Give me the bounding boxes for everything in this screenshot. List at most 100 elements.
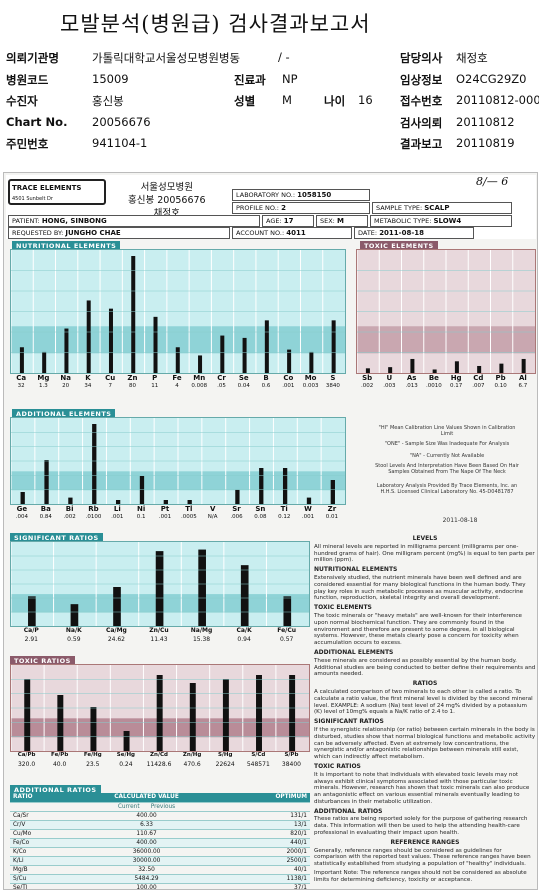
label-W: W: [304, 505, 312, 513]
value-Cd: .007: [472, 383, 485, 389]
value-Ni: 0.1: [136, 514, 146, 520]
value-Na/K: 0.59: [67, 636, 81, 643]
metabolic-value: SLOW4: [433, 217, 462, 225]
additional-values: .004 0.84 .002 .0100 .001 0.1 .001 .0005 N/A .006…: [10, 514, 346, 520]
cell-calculated: 110.67: [67, 829, 226, 839]
label-Pb: Pb: [495, 374, 506, 382]
bar-Zn: [131, 256, 136, 373]
value-Zn/Cu: 11.43: [150, 636, 168, 643]
value-hospital-code: 15009: [92, 71, 129, 86]
cell-optimum: 131/1: [225, 811, 310, 821]
profile-field: PROFILE NO.: 2: [232, 202, 370, 214]
trace-elements-logo: TRACE ELEMENTS 4501 Sunbelt Dr: [8, 179, 106, 205]
bar-S/Cd: [256, 675, 262, 751]
age-field: AGE: 17: [262, 215, 314, 227]
label-Na/Mg: Na/Mg: [190, 627, 213, 634]
p-important: Important Note: The reference ranges sho…: [314, 870, 527, 883]
h-toxic-ratios: TOXIC RATIOS: [314, 762, 361, 770]
value-Fe: 4: [175, 383, 179, 389]
label-Ge: Ge: [16, 505, 28, 513]
scanned-lab-report: TRACE ELEMENTS 4501 Sunbelt Dr 서울성모병원 홍신…: [3, 172, 538, 890]
label-Sn: Sn: [255, 505, 266, 513]
label-Se/Hg: Se/Hg: [116, 752, 135, 758]
bar-S: [331, 320, 336, 373]
cell-ratio: Ca/Sr: [10, 811, 68, 821]
label-request-date: 검사의뢰: [400, 115, 443, 130]
value-Ti: 0.12: [278, 514, 291, 520]
additional-symbols: Ge Ba Bi Rb Li Ni Pt Tl V Sr Sn Ti W Zr: [10, 505, 346, 513]
p-ratios: A calculated comparison of two minerals …: [314, 688, 533, 716]
requested-value: JUNGHO CHAE: [65, 229, 121, 237]
col-optimum: OPTIMUM: [225, 793, 310, 803]
cell-optimum: 2500/1: [225, 856, 310, 866]
label-Ca/Mg: Ca/Mg: [105, 627, 127, 634]
bar-B: [264, 320, 269, 373]
bar-Al: [521, 358, 526, 373]
label-P: P: [152, 374, 158, 382]
toxic-section-title: TOXIC ELEMENTS: [360, 241, 438, 251]
value-ward: / -: [278, 50, 290, 64]
value-Cu: 7: [108, 383, 112, 389]
explanation-panel: LEVELS All mineral levels are reported i…: [314, 533, 536, 886]
cell-calculated: 36000.00: [67, 847, 226, 857]
col-ratio: RATIO: [10, 793, 68, 803]
sig-ratios-section-title: SIGNIFICANT RATIOS: [10, 533, 103, 543]
value-P: 11: [151, 383, 159, 389]
bar-W: [306, 497, 312, 504]
label-Ba: Ba: [40, 505, 51, 513]
value-Na/Mg: 15.38: [192, 636, 211, 643]
requested-field: REQUESTED BY: JUNGHO CHAE: [8, 227, 230, 239]
value-Na: 20: [62, 383, 70, 389]
sig-ratios-labels: Ca/P Na/K Ca/Mg Zn/Cu Na/Mg Ca/K Fe/Cu: [10, 627, 310, 634]
toxic_ratios-bars: [11, 665, 309, 751]
label-Rb: Rb: [88, 505, 99, 513]
age-value: 17: [283, 217, 294, 225]
col-calculated: CALCULATED VALUE: [67, 793, 226, 803]
lab-no-field: LABORATORY NO.: 1058150: [232, 189, 370, 201]
label-Sb: Sb: [362, 374, 373, 382]
bar-Cd: [477, 365, 482, 373]
p-significant: If the synergistic relationship (or rati…: [314, 726, 536, 761]
signature-date: 2011-08-18: [442, 517, 478, 524]
nutritional-symbols: Ca Mg Na K Cu Zn P Fe Mn Cr Se B Co Mo S: [10, 374, 346, 382]
nutritional-section-title: NUTRITIONAL ELEMENTS: [12, 241, 121, 251]
label-Ca/Pb: Ca/Pb: [17, 752, 36, 758]
value-Pt: .001: [158, 514, 172, 520]
bar-Se/Hg: [123, 731, 130, 751]
label-Zr: Zr: [327, 505, 337, 513]
label-Cu: Cu: [105, 374, 116, 382]
logo-text: TRACE ELEMENTS: [12, 184, 82, 192]
label-Ca/P: Ca/P: [23, 627, 39, 634]
header-row-5: 주민번호 941104-1 결과보고 20110819: [6, 136, 536, 158]
value-Ca/Pb: 320.0: [17, 761, 36, 768]
label-As: As: [406, 374, 417, 382]
nutritional-bars: [11, 250, 345, 373]
value-Be: .0010: [426, 383, 442, 389]
handwritten-note: 8/— 6: [476, 175, 509, 188]
cell-ratio: K/Co: [10, 847, 68, 857]
toxic-bars: [357, 250, 535, 373]
h-additional: ADDITIONAL ELEMENTS: [314, 648, 394, 656]
stamp-line-2: 홍신봉 20056676: [128, 195, 206, 206]
label-hospital-code: 병원코드: [6, 72, 49, 87]
date-field: DATE: 2011-08-18: [354, 227, 474, 239]
label-Mo: Mo: [304, 374, 317, 382]
bar-Sn: [259, 468, 264, 504]
value-Zn/Cd: 11428.6: [146, 761, 172, 768]
label-Mn: Mn: [193, 374, 206, 382]
cell-ratio: Cr/V: [10, 820, 68, 830]
patient-header: 의뢰기관명 가톨릭대학교서울성모병원병동 / - 담당의사 채정호 병원코드 1…: [6, 50, 539, 158]
label-Hg: Hg: [450, 374, 462, 382]
label-Ti: Ti: [280, 505, 288, 513]
value-Pb: 0.10: [494, 383, 507, 389]
bar-Pb: [499, 363, 504, 373]
report-info-block: TRACE ELEMENTS 4501 Sunbelt Dr 서울성모병원 홍신…: [6, 175, 536, 239]
value-receipt-no: 20110812-00006: [456, 93, 539, 107]
report-title: 모발분석(병원급) 검사결과보고서: [60, 12, 371, 36]
toxic-ratios-chart: [10, 664, 310, 752]
value-Se/Hg: 0.24: [119, 761, 133, 768]
value-S/Cd: 548571: [246, 761, 270, 768]
value-B: 0.6: [261, 383, 271, 389]
header-row-1: 의뢰기관명 가톨릭대학교서울성모병원병동 / - 담당의사 채정호: [6, 50, 536, 72]
table-row: Cr/V 6.33 13/1: [10, 820, 310, 830]
